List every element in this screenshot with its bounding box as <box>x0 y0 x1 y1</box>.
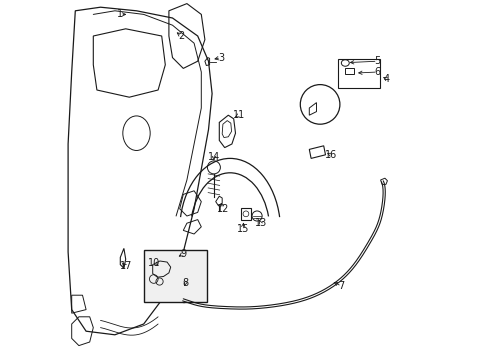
Text: 8: 8 <box>182 278 188 288</box>
Text: 11: 11 <box>232 110 244 120</box>
Text: 10: 10 <box>148 258 160 268</box>
Text: 1: 1 <box>117 9 123 19</box>
Bar <box>345 68 354 74</box>
Bar <box>143 250 206 302</box>
Text: 15: 15 <box>236 224 249 234</box>
Text: 17: 17 <box>119 261 132 271</box>
Text: 3: 3 <box>218 53 224 63</box>
Text: 4: 4 <box>383 74 389 84</box>
Text: 7: 7 <box>338 281 344 291</box>
Text: 16: 16 <box>324 150 336 160</box>
Bar <box>241 208 250 220</box>
Text: 12: 12 <box>216 204 228 214</box>
Text: 14: 14 <box>207 152 220 162</box>
Text: 5: 5 <box>374 56 380 66</box>
Text: 2: 2 <box>178 31 184 41</box>
Bar <box>337 59 379 88</box>
Text: 6: 6 <box>374 67 380 77</box>
Text: 13: 13 <box>254 218 266 228</box>
Text: 9: 9 <box>180 249 186 259</box>
